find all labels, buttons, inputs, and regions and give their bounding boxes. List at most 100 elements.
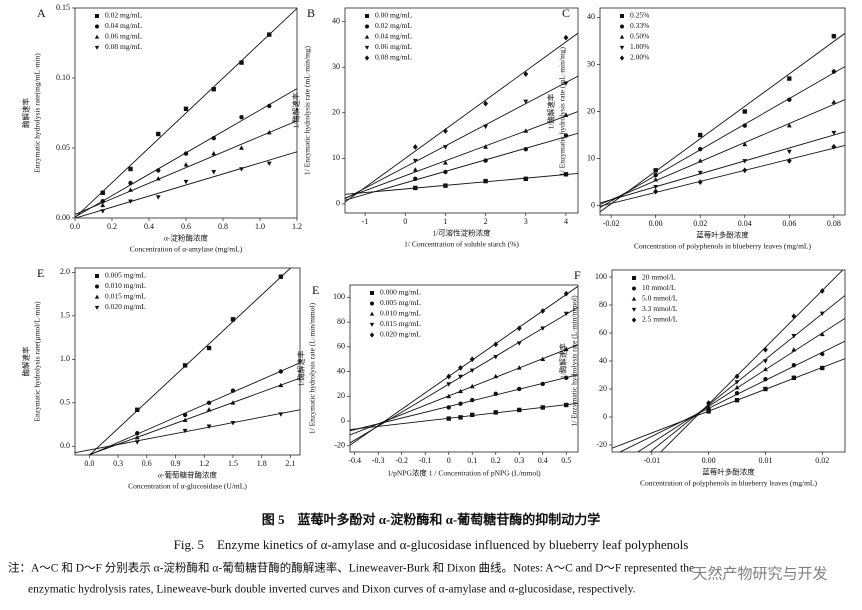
x-tick-label: 0.01 — [758, 456, 772, 465]
legend-label: 0.015 mg/mL — [380, 319, 421, 328]
y-axis-label-cn: 酶解速率 — [21, 98, 31, 128]
data-point — [791, 363, 797, 368]
y-tick-label: 0.5 — [60, 398, 70, 407]
x-tick-label: 0.4 — [538, 456, 548, 465]
legend-marker — [365, 24, 369, 29]
data-point — [786, 158, 792, 164]
x-tick-label: 1.0 — [255, 222, 265, 231]
legend-label: 0.010 mg/mL — [380, 309, 421, 318]
data-point — [493, 373, 499, 379]
y-tick-label: 40 — [587, 12, 595, 21]
data-point — [483, 144, 489, 149]
fit-line — [88, 362, 300, 455]
y-tick-label: 1.0 — [60, 354, 70, 363]
data-point — [791, 375, 797, 380]
data-point — [182, 363, 188, 368]
fit-line — [350, 306, 578, 444]
x-tick-label: -0.1 — [419, 456, 432, 465]
data-point — [413, 176, 418, 182]
x-tick-label: 1.2 — [199, 459, 209, 468]
data-point — [653, 168, 658, 173]
y-tick-label: 20 — [337, 391, 345, 400]
data-point — [443, 128, 448, 134]
fit-line — [600, 144, 845, 207]
y-tick-label: 40 — [599, 356, 607, 365]
fit-line — [345, 173, 578, 195]
y-tick-label: 0.05 — [56, 143, 70, 152]
data-point — [182, 412, 188, 418]
data-point — [563, 81, 569, 86]
fit-line — [637, 317, 845, 452]
data-point — [266, 161, 272, 167]
legend-marker — [364, 45, 370, 50]
fit-line — [350, 285, 578, 446]
data-point — [831, 143, 837, 150]
legend-label: 0.00 mg/mL — [375, 11, 413, 20]
data-point — [155, 195, 161, 200]
data-point — [239, 60, 244, 65]
data-point — [412, 158, 418, 164]
legend-label: 1.00% — [630, 42, 649, 51]
data-point — [458, 365, 463, 371]
data-point — [458, 388, 463, 394]
x-tick-label: 0.1 — [467, 456, 477, 465]
legend-label: 0.50% — [630, 32, 649, 41]
data-point — [653, 188, 659, 195]
y-axis-label-cn: 1/酶解速率 — [546, 93, 556, 129]
x-tick-label: 1.5 — [228, 459, 238, 468]
x-tick-label: 1.8 — [257, 459, 267, 468]
panel-label: A — [37, 6, 46, 20]
data-point — [540, 326, 546, 331]
x-axis-label: Concentration of α-glucosidase (U/mL) — [128, 482, 247, 491]
legend-marker — [619, 55, 625, 61]
x-tick-label: 0.3 — [113, 459, 123, 468]
data-point — [734, 384, 740, 390]
data-point — [540, 381, 545, 387]
data-point — [206, 407, 212, 412]
legend-marker — [619, 45, 625, 50]
data-point — [182, 428, 188, 434]
data-point — [446, 382, 452, 387]
y-tick-label: -20 — [334, 441, 345, 450]
legend-label: 5.0 mmol/L — [642, 294, 678, 303]
legend-label: 0.06 mg/mL — [375, 42, 413, 51]
fit-line — [75, 409, 300, 454]
data-point — [183, 151, 189, 156]
fit-line — [75, 120, 297, 215]
legend-marker — [95, 14, 99, 18]
data-point — [267, 103, 272, 109]
note-line: enzymatic hydrolysis rates, Lineweave-bu… — [28, 584, 636, 596]
panel-label: B — [307, 6, 315, 20]
x-axis-label: Concentration of α-amylase (mg/mL) — [130, 245, 243, 254]
data-point — [819, 331, 825, 337]
legend-label: 0.08 mg/mL — [105, 42, 143, 51]
x-tick-label: 0 — [403, 217, 407, 226]
legend-label: 0.005 mg/mL — [105, 271, 146, 280]
y-tick-label: 30 — [587, 59, 595, 68]
data-point — [763, 386, 768, 392]
data-point — [470, 412, 475, 418]
y-axis-label: 1/ Enzymatic hydrolysis rate (L·min/mmol… — [570, 295, 579, 427]
x-tick-label: 2 — [484, 217, 488, 226]
legend-marker — [631, 307, 637, 312]
data-point — [523, 147, 528, 152]
x-tick-label: -0.2 — [395, 456, 408, 465]
data-point — [206, 424, 212, 429]
legend-label: 0.02 mg/mL — [375, 21, 413, 30]
data-point — [763, 346, 768, 353]
y-tick-label: 30 — [332, 62, 340, 71]
x-tick-label: 3 — [524, 217, 528, 226]
data-point — [563, 133, 569, 138]
watermark: 天然产物研究与开发 — [692, 565, 827, 582]
x-axis-label-cn: 蓝莓叶多酚浓度 — [702, 467, 755, 477]
legend-marker — [95, 274, 99, 278]
data-point — [100, 190, 105, 195]
data-point — [819, 311, 825, 317]
x-tick-label: 0.04 — [738, 219, 752, 228]
data-point — [831, 99, 837, 104]
legend-label: 0.010 mg/mL — [105, 281, 146, 290]
x-tick-label: 0.00 — [649, 219, 663, 228]
legend-marker — [632, 286, 636, 291]
legend-label: 0.08 mg/mL — [375, 53, 413, 62]
data-point — [653, 177, 659, 182]
